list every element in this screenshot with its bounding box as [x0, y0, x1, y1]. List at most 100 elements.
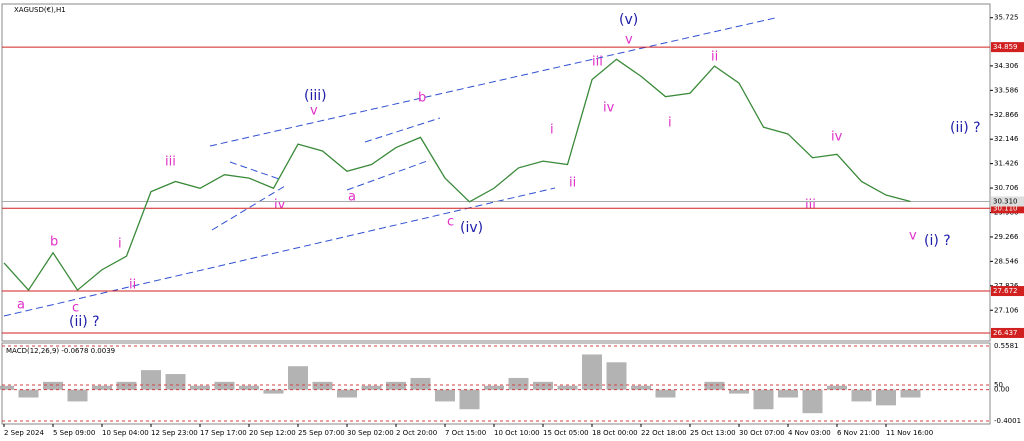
x-tick-label: 17 Sep 17:00 [200, 429, 247, 437]
macd-bar [753, 389, 774, 410]
macd-tick-label: -0.4001 [994, 417, 1021, 425]
x-tick-label: 30 Oct 07:00 [739, 429, 785, 437]
y-tick-label: 35.725 [994, 14, 1019, 22]
wave-label: v [909, 229, 917, 244]
level-badge [991, 42, 1024, 53]
x-tick-label: 25 Sep 07:00 [298, 429, 345, 437]
x-tick-label: 22 Oct 18:00 [641, 429, 687, 437]
wave-label: ii [711, 50, 718, 65]
macd-bar [704, 381, 725, 390]
x-tick-label: 12 Sep 23:00 [151, 429, 198, 437]
macd-bar [239, 385, 259, 390]
macd-label: MACD(12,26,9) -0.0678 0.0039 [6, 347, 115, 355]
macd-bar [190, 385, 210, 390]
x-tick-label: 6 Nov 21:00 [837, 429, 880, 437]
macd-bar [729, 389, 749, 394]
y-tick-label: 27.106 [994, 306, 1019, 314]
y-tick-label: 30.706 [994, 184, 1019, 192]
wave-label: c [72, 301, 79, 316]
macd-bar [92, 385, 112, 390]
wave-label: iii [592, 55, 603, 70]
macd-bar [508, 377, 529, 390]
wave-label: ii [569, 176, 576, 191]
x-tick-label: 7 Oct 15:00 [445, 429, 486, 437]
wave-label: iv [274, 198, 286, 213]
level-badge [991, 327, 1024, 338]
x-tick-label: 20 Sep 12:00 [249, 429, 296, 437]
macd-bar [263, 389, 284, 394]
x-tick-label: 10 Sep 04:00 [102, 429, 149, 437]
x-tick-label: 10 Oct 10:00 [494, 429, 540, 437]
x-tick-label: 2 Sep 2024 [4, 429, 44, 437]
level-label: 26.437 [993, 329, 1018, 337]
macd-bar [43, 381, 63, 390]
wave-label: a [17, 298, 25, 313]
wave-label: (iv) [460, 220, 483, 236]
macd-bar [606, 362, 627, 390]
main-frame [1, 3, 991, 342]
macd-bar [484, 385, 504, 390]
macd-bar [337, 389, 357, 398]
wave-label: iii [805, 198, 816, 213]
x-tick-label: 2 Oct 20:00 [396, 429, 437, 437]
macd-bar [288, 366, 308, 390]
macd-bar [778, 389, 798, 398]
macd-bar [557, 385, 578, 390]
macd-bar [582, 354, 602, 390]
wave-label: (ii) ? [950, 120, 981, 136]
wave-label: iii [165, 155, 176, 170]
macd-bar [18, 389, 39, 398]
wave-label: b [50, 235, 58, 250]
wave-label: (iii) [304, 88, 327, 104]
price-label: 30.310 [993, 198, 1018, 206]
macd-tick-label: 0.00 [994, 386, 1010, 394]
level-label: 30.110 [993, 204, 1018, 212]
macd-bar [900, 389, 921, 398]
wave-label: a [348, 190, 356, 205]
x-tick-label: 30 Sep 02:00 [347, 429, 394, 437]
x-tick-label: 18 Oct 00:00 [592, 429, 638, 437]
wave-label: ii [129, 278, 136, 293]
wave-label: v [310, 104, 318, 119]
macd-bar [312, 381, 333, 390]
x-tick-label: 15 Oct 05:00 [543, 429, 589, 437]
macd-bar [876, 389, 896, 406]
macd-bar [631, 385, 651, 390]
wave-label: i [118, 237, 122, 252]
macd-bar [533, 381, 553, 390]
macd-bar [827, 385, 847, 390]
y-tick-label: 28.546 [994, 257, 1019, 265]
macd-bar [116, 381, 137, 390]
wave-label: i [668, 116, 672, 131]
macd-bar [410, 377, 431, 390]
macd-bar [655, 389, 676, 398]
y-tick-label: 32.866 [994, 111, 1019, 119]
price-badge [991, 196, 1024, 207]
macd-bar [361, 385, 382, 390]
x-tick-label: 25 Oct 13:00 [690, 429, 736, 437]
macd-bar [141, 370, 161, 390]
macd-frame [1, 342, 991, 425]
y-tick-label: 27.826 [994, 282, 1019, 290]
x-tick-label: 5 Sep 09:00 [53, 429, 95, 437]
macd-level-label: 50 [994, 381, 1003, 389]
x-tick-label: 4 Nov 03:00 [788, 429, 831, 437]
macd-bar [802, 389, 823, 414]
level-badge [991, 203, 1024, 214]
macd-bar [0, 385, 14, 390]
price-line [3, 58, 911, 292]
macd-tick-label: 0.5581 [994, 342, 1019, 350]
macd-bar [386, 381, 406, 390]
y-tick-label: 32.146 [994, 135, 1019, 143]
macd-bar [165, 374, 186, 390]
wave-label: (i) ? [924, 233, 951, 249]
macd-bar [459, 389, 480, 410]
level-label: 34.859 [993, 43, 1018, 51]
macd-bar [214, 381, 235, 390]
channel-lines [3, 17, 776, 317]
symbol-title: XAGUSD(€),H1 [14, 6, 66, 14]
wave-label: i [550, 123, 554, 138]
macd-bar [851, 389, 872, 402]
